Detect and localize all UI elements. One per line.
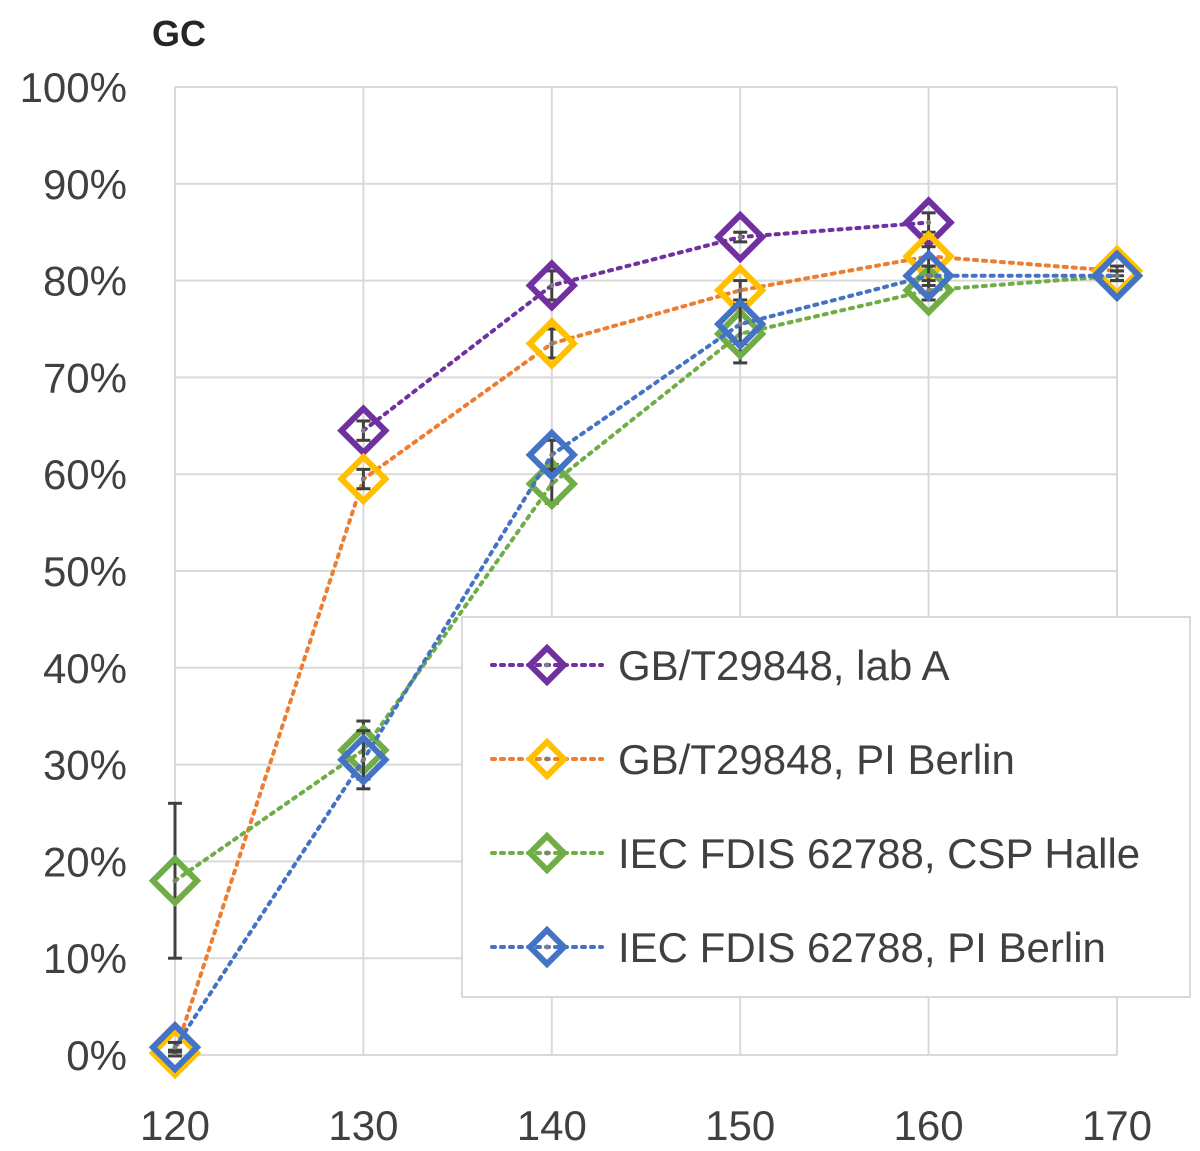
data-point-center (737, 287, 743, 293)
data-point (713, 210, 767, 264)
y-tick-label: 40% (43, 645, 127, 692)
data-point-center (926, 287, 932, 293)
y-tick-label: 90% (43, 161, 127, 208)
y-tick-label: 80% (43, 258, 127, 305)
data-point (148, 854, 202, 908)
data-point-center (1114, 273, 1120, 279)
x-tick-label: 130 (328, 1102, 398, 1149)
data-point-center (737, 321, 743, 327)
legend-marker-center (544, 662, 550, 668)
data-point-center (549, 282, 555, 288)
series-line (173, 273, 1119, 1050)
chart-title: GC (152, 13, 206, 54)
x-tick-label: 160 (894, 1102, 964, 1149)
data-point (525, 259, 579, 312)
legend-item: GB/T29848, lab A (490, 642, 950, 689)
legend-marker-center (544, 756, 550, 762)
legend-marker (525, 643, 569, 687)
y-tick-label: 60% (43, 451, 127, 498)
y-tick-label: 20% (43, 838, 127, 885)
y-tick-label: 0% (66, 1032, 127, 1079)
data-point (1090, 249, 1144, 303)
data-point (148, 1021, 202, 1074)
data-point (148, 1026, 202, 1080)
data-point (525, 428, 579, 482)
legend-item: GB/T29848, PI Berlin (490, 736, 1015, 783)
series-2 (148, 230, 1144, 1080)
series-4 (148, 249, 1144, 1074)
data-point-center (926, 220, 932, 226)
data-point-center (172, 1044, 178, 1050)
data-point-center (737, 234, 743, 240)
legend: GB/T29848, lab A GB/T29848, PI Berlin IEC … (461, 616, 1191, 998)
data-point (337, 452, 390, 506)
data-point-center (549, 481, 555, 487)
legend-box (461, 616, 1191, 998)
y-tick-label: 10% (43, 935, 127, 982)
series-line (173, 254, 1119, 1056)
series-layer (148, 196, 1144, 1080)
legend-marker-center (544, 850, 550, 856)
series-line (173, 273, 1119, 883)
y-tick-label: 100% (20, 64, 127, 111)
gridlines (174, 86, 1118, 1056)
data-point-center (172, 878, 178, 884)
data-point-center (549, 452, 555, 458)
legend-label: IEC FDIS 62788, CSP Halle (618, 830, 1140, 877)
data-point (337, 404, 390, 457)
series-line (361, 220, 931, 433)
x-tick-label: 150 (705, 1102, 775, 1149)
data-point-center (360, 476, 366, 482)
data-point-center (360, 757, 366, 763)
legend-marker (525, 737, 569, 781)
data-point-center (549, 341, 555, 347)
y-axis-ticks: 0% 10% 20% 30% 40% 50% 60% 70% 80% 90% 100% (20, 64, 127, 1079)
data-point (1090, 244, 1144, 298)
legend-label: IEC FDIS 62788, PI Berlin (618, 924, 1106, 971)
x-axis-ticks: 120 130 140 150 160 170 (140, 1102, 1152, 1149)
legend-item: IEC FDIS 62788, CSP Halle (490, 830, 1140, 877)
legend-item: IEC FDIS 62788, PI Berlin (490, 924, 1106, 971)
data-point (525, 317, 579, 370)
legend-label: GB/T29848, lab A (618, 642, 950, 689)
data-point (713, 307, 767, 361)
data-point (902, 196, 955, 249)
legend-marker (525, 925, 569, 969)
data-point (337, 733, 390, 787)
data-point (713, 297, 767, 351)
x-tick-label: 170 (1082, 1102, 1152, 1149)
legend-label: GB/T29848, PI Berlin (618, 736, 1015, 783)
data-point-center (926, 273, 932, 279)
data-point-center (360, 428, 366, 434)
x-tick-label: 120 (140, 1102, 210, 1149)
y-tick-label: 30% (43, 742, 127, 789)
x-tick-label: 140 (517, 1102, 587, 1149)
legend-marker (525, 831, 569, 875)
legend-marker-center (544, 944, 550, 950)
data-point (902, 249, 955, 303)
y-tick-label: 70% (43, 354, 127, 401)
y-tick-label: 50% (43, 548, 127, 595)
